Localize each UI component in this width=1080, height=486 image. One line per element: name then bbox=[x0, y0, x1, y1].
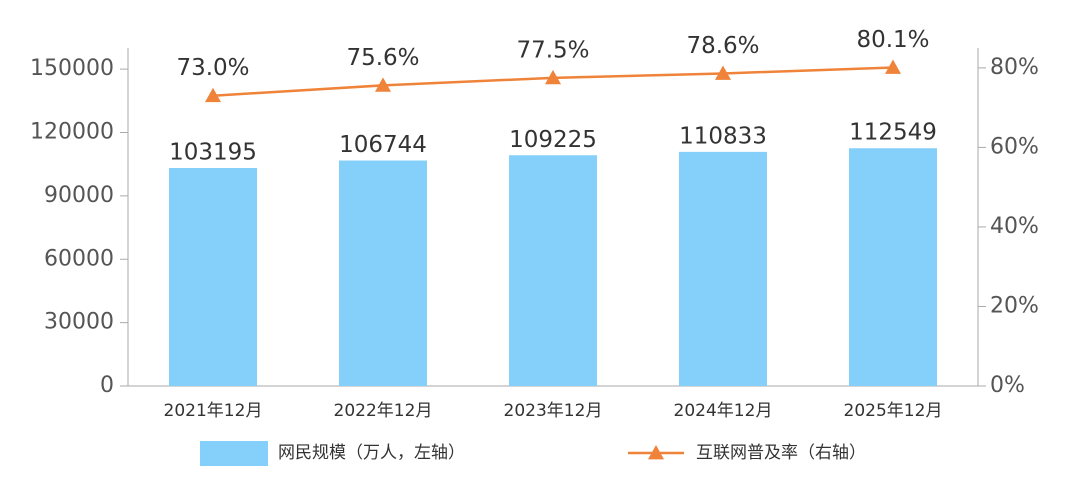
line-value-label: 78.6% bbox=[686, 33, 759, 59]
bar bbox=[509, 155, 597, 386]
x-tick-label: 2022年12月 bbox=[334, 401, 433, 421]
y-tick-label: 30000 bbox=[44, 310, 114, 335]
bar bbox=[679, 151, 767, 386]
bar-value-label: 112549 bbox=[849, 120, 937, 146]
x-tick-label: 2021年12月 bbox=[164, 401, 263, 421]
bar-value-label: 109225 bbox=[509, 127, 597, 153]
y2-tick-label: 0% bbox=[990, 373, 1025, 398]
y2-tick-label: 20% bbox=[990, 293, 1039, 318]
y-tick-label: 120000 bbox=[30, 120, 114, 145]
x-tick-label: 2024年12月 bbox=[674, 401, 773, 421]
y2-tick-label: 60% bbox=[990, 134, 1039, 159]
line-value-label: 77.5% bbox=[516, 37, 589, 63]
line-marker bbox=[375, 77, 391, 92]
line-value-label: 73.0% bbox=[176, 55, 249, 81]
x-tick-label: 2025年12月 bbox=[844, 401, 943, 421]
line-marker bbox=[885, 59, 901, 74]
bar bbox=[339, 160, 427, 386]
line-value-label: 80.1% bbox=[856, 27, 929, 53]
y-tick-label: 90000 bbox=[44, 183, 114, 208]
y-tick-label: 60000 bbox=[44, 246, 114, 271]
y2-tick-label: 80% bbox=[990, 55, 1039, 80]
y-tick-label: 0 bbox=[100, 373, 114, 398]
legend-label: 互联网普及率（右轴） bbox=[696, 443, 866, 463]
line-marker bbox=[205, 87, 221, 103]
x-tick-label: 2023年12月 bbox=[504, 401, 603, 421]
legend-swatch bbox=[200, 441, 268, 466]
legend-label: 网民规模（万人，左轴） bbox=[278, 443, 465, 463]
bar bbox=[169, 168, 257, 386]
y2-tick-label: 40% bbox=[990, 214, 1039, 239]
bar-value-label: 110833 bbox=[679, 123, 767, 149]
legend-marker bbox=[648, 445, 664, 460]
bar-value-label: 103195 bbox=[169, 140, 257, 166]
bar bbox=[849, 148, 937, 386]
line-marker bbox=[715, 65, 731, 80]
line-value-label: 75.6% bbox=[346, 45, 419, 71]
line-marker bbox=[545, 69, 561, 85]
bar-value-label: 106744 bbox=[339, 132, 427, 158]
y-tick-label: 150000 bbox=[30, 56, 114, 81]
